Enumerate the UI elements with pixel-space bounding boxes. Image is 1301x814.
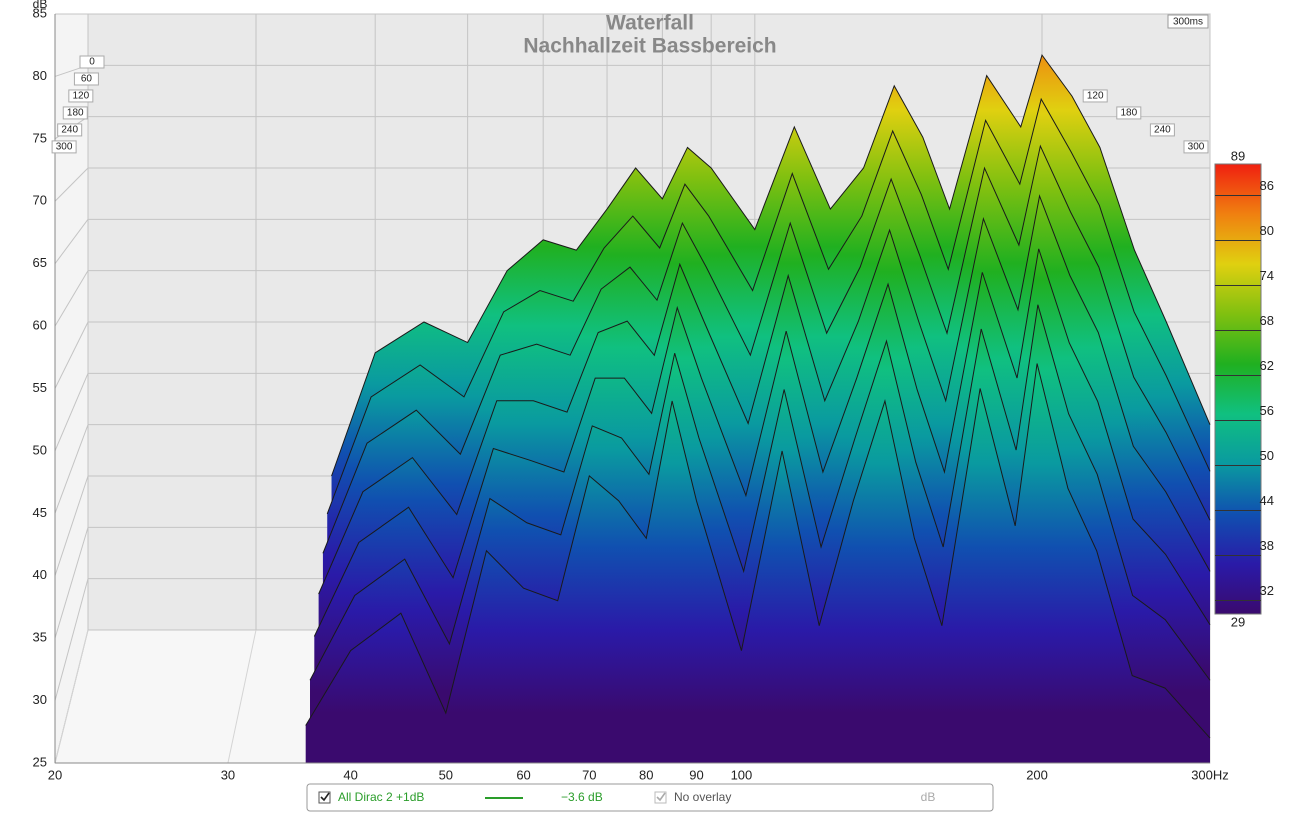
z-tick-label: 300 bbox=[1188, 142, 1205, 153]
colorbar-tick-label: 62 bbox=[1260, 358, 1274, 373]
grid-line bbox=[54, 167, 89, 202]
x-tick-label: 80 bbox=[639, 767, 653, 782]
grid-line bbox=[54, 527, 89, 639]
y-tick-label: 70 bbox=[33, 193, 47, 208]
z-tick-label: 0 bbox=[89, 57, 95, 68]
z-tick-box bbox=[1149, 123, 1175, 137]
grid-line bbox=[54, 629, 89, 764]
z-tick-box bbox=[68, 89, 94, 103]
y-tick-label: 35 bbox=[33, 630, 47, 645]
x-tick-label: 30 bbox=[221, 767, 235, 782]
y-axis-label: dB bbox=[33, 0, 48, 11]
grid-line bbox=[54, 475, 89, 576]
z-tick-box bbox=[1183, 140, 1209, 154]
grid-line bbox=[54, 373, 89, 452]
grid-line bbox=[54, 270, 89, 327]
z-tick-box bbox=[57, 123, 83, 137]
x-tick-label: 60 bbox=[516, 767, 530, 782]
legend-offset[interactable]: −3.6 dB bbox=[561, 790, 603, 804]
grid-line bbox=[54, 424, 89, 514]
slice-line bbox=[318, 194, 1211, 595]
z-tick-label: 240 bbox=[61, 125, 78, 136]
colorbar-tick-label: 80 bbox=[1260, 223, 1274, 238]
grid-line bbox=[54, 578, 89, 701]
z-tick-box bbox=[51, 140, 77, 154]
colorbar-tick-label: 68 bbox=[1260, 313, 1274, 328]
y-tick-label: 80 bbox=[33, 68, 47, 83]
legend-series-name[interactable]: All Dirac 2 +1dB bbox=[338, 790, 424, 804]
checkbox[interactable] bbox=[654, 791, 667, 804]
x-tick-label: 200 bbox=[1026, 767, 1048, 782]
z-tick-label: 180 bbox=[1120, 108, 1137, 119]
y-tick-label: 55 bbox=[33, 380, 47, 395]
z-tick-box bbox=[73, 72, 99, 86]
z-tick-box bbox=[1116, 106, 1142, 120]
colorbar-tick-label: 50 bbox=[1260, 448, 1274, 463]
grid-line bbox=[54, 219, 89, 264]
y-tick-label: 50 bbox=[33, 442, 47, 457]
colorbar-fill bbox=[1214, 163, 1262, 615]
y-tick-label: 40 bbox=[33, 567, 47, 582]
grid-line bbox=[54, 321, 89, 389]
y-tick-label: 85 bbox=[33, 5, 47, 20]
y-tick-label: 65 bbox=[33, 255, 47, 270]
y-tick-label: 60 bbox=[33, 318, 47, 333]
colorbar-tick-label: 74 bbox=[1260, 268, 1274, 283]
check-mark bbox=[320, 792, 330, 802]
slice-line bbox=[326, 97, 1211, 515]
legend-overlay[interactable]: No overlay bbox=[674, 790, 731, 804]
legend-box bbox=[306, 783, 994, 812]
z-tick-box bbox=[62, 106, 88, 120]
z-tick-label: 300 bbox=[56, 142, 73, 153]
grid-line bbox=[227, 629, 257, 764]
surface bbox=[305, 53, 1211, 763]
z-tick-label: 180 bbox=[67, 108, 84, 119]
x-tick-label: 100 bbox=[731, 767, 753, 782]
check-mark bbox=[656, 792, 666, 802]
x-tick-label: 300Hz bbox=[1191, 767, 1229, 782]
z-tick-label: 240 bbox=[1154, 125, 1171, 136]
colorbar: 89 29 32 38 44 50 56 62 68 74 80 86 bbox=[1214, 148, 1274, 629]
y-tick-label: 30 bbox=[33, 692, 47, 707]
slice-line bbox=[313, 248, 1211, 637]
slice-line bbox=[331, 53, 1211, 477]
z-tick-label: 60 bbox=[81, 74, 93, 85]
z-end-label: 300ms bbox=[1173, 17, 1203, 28]
x-tick-label: 50 bbox=[439, 767, 453, 782]
z-tick-box bbox=[79, 55, 105, 69]
x-tick-label: 20 bbox=[48, 767, 62, 782]
x-tick-label: 40 bbox=[343, 767, 357, 782]
y-tick-label: 25 bbox=[33, 754, 47, 769]
colorbar-tick-label: 38 bbox=[1260, 538, 1274, 553]
chart-subtitle: Nachhallzeit Bassbereich bbox=[523, 35, 776, 58]
x-tick-label: 70 bbox=[582, 767, 596, 782]
chart-title: Waterfall bbox=[606, 12, 694, 35]
z-end-label-box bbox=[1167, 14, 1209, 29]
slice-line bbox=[305, 363, 1211, 739]
legend: All Dirac 2 +1dB −3.6 dB No overlay dB bbox=[306, 783, 994, 812]
axes: 25 30 35 40 45 50 55 60 65 70 75 80 85 20 30 40 50 60 70 80… bbox=[33, 5, 1229, 782]
x-tick-label: 90 bbox=[689, 767, 703, 782]
z-tick-label: 120 bbox=[1087, 91, 1104, 102]
colorbar-tick-label: 44 bbox=[1260, 493, 1274, 508]
colorbar-min: 29 bbox=[1231, 614, 1245, 629]
z-tick-label: 120 bbox=[72, 91, 89, 102]
colorbar-tick-label: 56 bbox=[1260, 403, 1274, 418]
slice-line bbox=[309, 304, 1211, 681]
z-tick-box bbox=[1082, 89, 1108, 103]
y-tick-label: 75 bbox=[33, 130, 47, 145]
slice-area bbox=[305, 363, 1211, 763]
y-tick-label: 45 bbox=[33, 505, 47, 520]
colorbar-tick-label: 32 bbox=[1260, 583, 1274, 598]
legend-unit: dB bbox=[921, 790, 936, 804]
colorbar-tick-label: 86 bbox=[1260, 178, 1274, 193]
slice-line bbox=[322, 144, 1211, 554]
checkbox[interactable] bbox=[318, 791, 331, 804]
colorbar-max: 89 bbox=[1231, 148, 1245, 163]
